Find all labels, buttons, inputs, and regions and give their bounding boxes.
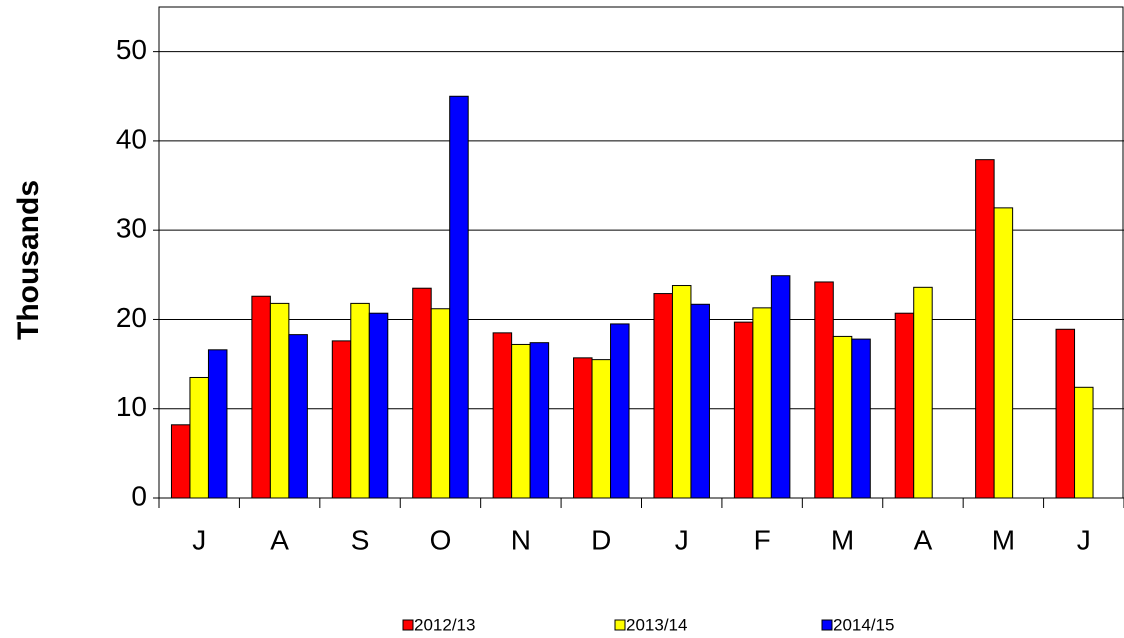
bar <box>851 338 871 499</box>
bar <box>368 312 389 499</box>
bar <box>170 424 191 499</box>
legend-label: 2012/13 <box>414 615 475 634</box>
legend-label: 2013/14 <box>626 615 687 634</box>
legend-swatch <box>402 619 414 631</box>
x-tick-label: N <box>511 524 531 555</box>
bar <box>752 307 772 499</box>
bar <box>189 376 209 499</box>
bar <box>975 159 995 499</box>
bar <box>573 357 593 499</box>
y-tick-label: 10 <box>116 391 147 422</box>
bar <box>832 335 853 499</box>
x-tick-label: O <box>430 524 452 555</box>
bar <box>288 334 308 499</box>
bar <box>449 95 469 499</box>
x-tick-label: F <box>754 524 771 555</box>
x-tick-label: J <box>192 524 206 555</box>
x-tick-label: M <box>992 524 1015 555</box>
bar <box>430 308 451 499</box>
y-tick-label: 50 <box>116 34 147 65</box>
bar <box>251 295 271 499</box>
y-tick-label: 30 <box>116 213 147 244</box>
x-tick-label: D <box>591 524 611 555</box>
legend-label: 2014/15 <box>833 615 894 634</box>
bar <box>1055 328 1076 499</box>
legend-swatch <box>821 619 833 631</box>
y-axis-label: Thousands <box>12 180 45 340</box>
x-tick-label: J <box>1077 524 1091 555</box>
bar <box>331 340 352 499</box>
y-tick-label: 40 <box>116 123 147 154</box>
bar <box>690 303 710 499</box>
bar <box>993 207 1014 499</box>
bar <box>350 302 370 499</box>
bar <box>511 343 531 499</box>
x-tick-label: A <box>270 524 289 555</box>
x-tick-label: A <box>914 524 933 555</box>
y-tick-label: 0 <box>131 480 147 511</box>
x-tick-label: M <box>831 524 854 555</box>
bar <box>913 286 933 499</box>
bar <box>492 332 513 499</box>
x-tick-label: S <box>351 524 370 555</box>
bar <box>1074 386 1094 499</box>
bar <box>814 281 834 499</box>
bar <box>269 302 290 499</box>
bar <box>894 312 915 499</box>
bar <box>591 359 612 499</box>
legend-swatch <box>614 619 626 631</box>
bar <box>207 349 228 499</box>
bar <box>671 285 692 499</box>
bar <box>610 323 630 499</box>
y-tick-label: 20 <box>116 302 147 333</box>
bar <box>733 321 754 499</box>
x-tick-label: J <box>675 524 689 555</box>
bar <box>529 342 550 499</box>
bar <box>770 275 791 499</box>
bar <box>653 293 673 499</box>
bar <box>412 287 432 499</box>
